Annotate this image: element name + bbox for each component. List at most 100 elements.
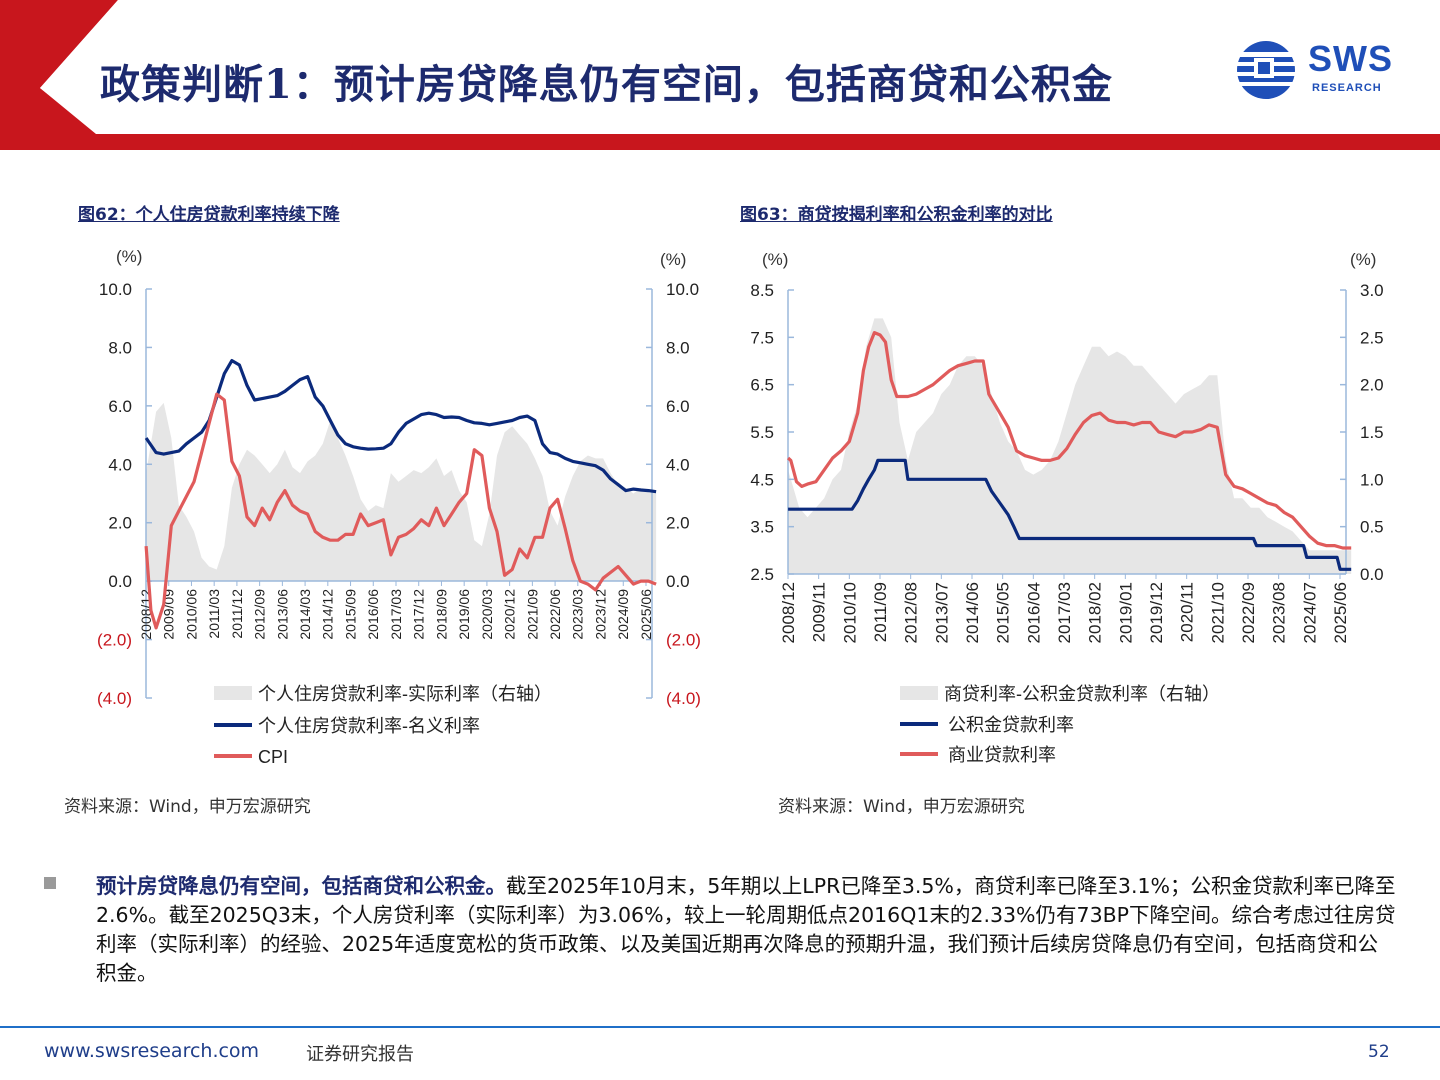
x-tick-label: 2015/09 — [342, 589, 358, 640]
x-tick-label: 2018/02 — [1086, 582, 1105, 643]
right-tick-label: 1.5 — [1360, 423, 1384, 442]
left-tick-label: 6.5 — [750, 376, 774, 395]
chart62-area-layer — [146, 402, 657, 582]
x-tick-label: 2019/01 — [1116, 582, 1135, 643]
page-number: 52 — [1368, 1042, 1390, 1062]
header-red-band — [0, 0, 1440, 150]
x-tick-label: 2017/12 — [411, 589, 427, 640]
left-tick-label: 4.5 — [750, 470, 774, 489]
x-tick-label: 2025/06 — [638, 589, 654, 640]
x-tick-label: 2023/08 — [1270, 582, 1289, 643]
legend62-label-cpi: CPI — [258, 747, 288, 767]
body-text: 截至2025年10月末，5年期以上LPR已降至3.5%，商贷利率已降至3.1%；… — [96, 874, 1396, 985]
x-tick-label: 2024/07 — [1300, 582, 1319, 643]
x-tick-label: 2011/03 — [206, 589, 222, 639]
x-tick-label: 2017/03 — [388, 589, 404, 640]
left-tick-label: 3.5 — [750, 518, 774, 537]
right-tick-label: 4.0 — [666, 455, 690, 474]
x-tick-label: 2014/03 — [297, 589, 313, 640]
header-banner — [0, 0, 1440, 150]
chart63-lines-layer — [787, 331, 1352, 571]
right-tick-label: 2.0 — [1360, 376, 1384, 395]
right-tick-label: 6.0 — [666, 397, 690, 416]
legend62-label-nominal: 个人住房贷款利率-名义利率 — [258, 716, 480, 736]
x-tick-label: 2025/06 — [1331, 582, 1350, 643]
chart63-source: 资料来源：Wind，申万宏源研究 — [778, 797, 1025, 817]
series-line-2 — [144, 392, 657, 630]
right-tick-label: (4.0) — [666, 689, 701, 708]
x-tick-label: 2016/06 — [365, 589, 381, 640]
right-tick-label: 8.0 — [666, 338, 690, 357]
right-tick-label: 2.5 — [1360, 328, 1384, 347]
x-tick-label: 2014/12 — [320, 589, 336, 640]
right-tick-label: 3.0 — [1360, 281, 1384, 300]
header-white-panel — [40, 0, 1440, 132]
chart62-left-unit: (%) — [116, 247, 142, 266]
x-tick-label: 2012/08 — [902, 582, 921, 643]
chart62-lines-layer — [144, 359, 657, 630]
footer-url[interactable]: www.swsresearch.com — [44, 1040, 260, 1062]
x-tick-label: 2020/03 — [479, 589, 495, 640]
chart63-right-unit: (%) — [1350, 250, 1376, 269]
chart62: (%) (%) 10.0 8.0 6.0 4.0 2.0 0.0 (2.0) (4.0) 10.… — [97, 247, 701, 767]
left-tick-label: (4.0) — [97, 689, 132, 708]
series-area-0 — [146, 402, 657, 582]
logo-subtitle: RESEARCH — [1312, 82, 1382, 94]
x-tick-label: 2019/12 — [1147, 582, 1166, 643]
legend62-label-area: 个人住房贷款利率-实际利率（右轴） — [258, 684, 552, 704]
chart63-title: 图63：商贷按揭利率和公积金利率的对比 — [740, 205, 1053, 225]
x-tick-label: 2021/09 — [524, 589, 540, 640]
x-tick-label: 2022/09 — [1239, 582, 1258, 643]
left-tick-label: 2.5 — [750, 565, 774, 584]
left-tick-label: (2.0) — [97, 631, 132, 650]
x-tick-label: 2018/09 — [433, 589, 449, 640]
x-tick-label: 2023/12 — [592, 589, 608, 640]
left-tick-label: 2.0 — [108, 514, 132, 533]
left-tick-label: 8.5 — [750, 281, 774, 300]
body-paragraph: 预计房贷降息仍有空间，包括商贷和公积金。截至2025年10月末，5年期以上LPR… — [96, 872, 1396, 988]
left-tick-label: 5.5 — [750, 423, 774, 442]
x-tick-label: 2008/12 — [779, 582, 798, 643]
footer-rule — [0, 1026, 1440, 1028]
chart63-legend: 商贷利率-公积金贷款利率（右轴） 公积金贷款利率 商业贷款利率 — [900, 684, 1220, 765]
right-tick-label: 10.0 — [666, 280, 699, 299]
x-tick-label: 2021/10 — [1208, 582, 1227, 643]
body-lead: 预计房贷降息仍有空间，包括商贷和公积金。 — [96, 874, 506, 898]
legend62-swatch-area — [214, 686, 252, 700]
chart62-right-unit: (%) — [660, 250, 686, 269]
page-title: 政策判断1：预计房贷降息仍有空间，包括商贷和公积金 — [100, 61, 1113, 108]
left-tick-label: 6.0 — [108, 397, 132, 416]
footer-doc-type: 证券研究报告 — [306, 1044, 414, 1065]
left-tick-label: 4.0 — [108, 455, 132, 474]
x-tick-label: 2022/06 — [547, 589, 563, 640]
legend63-label-area: 商贷利率-公积金贷款利率（右轴） — [944, 684, 1220, 704]
legend63-swatch-area — [900, 686, 938, 700]
x-tick-label: 2010/06 — [183, 589, 199, 640]
globe-icon — [1236, 41, 1296, 99]
x-tick-label: 2014/06 — [963, 582, 982, 643]
x-tick-label: 2016/04 — [1024, 582, 1043, 643]
right-tick-label: (2.0) — [666, 631, 701, 650]
chart63-left-unit: (%) — [762, 250, 788, 269]
series-line-2 — [787, 331, 1352, 550]
left-tick-label: 10.0 — [99, 280, 132, 299]
x-tick-label: 2020/11 — [1178, 582, 1197, 642]
legend63-label-fund: 公积金贷款利率 — [948, 715, 1074, 735]
x-tick-label: 2024/09 — [615, 589, 631, 640]
right-tick-label: 0.0 — [666, 572, 690, 591]
x-tick-label: 2013/07 — [932, 582, 951, 643]
x-tick-label: 2010/10 — [840, 582, 859, 643]
left-tick-label: 0.0 — [108, 572, 132, 591]
legend63-label-commercial: 商业贷款利率 — [948, 745, 1056, 765]
right-tick-label: 0.0 — [1360, 565, 1384, 584]
chart62-source: 资料来源：Wind，申万宏源研究 — [64, 797, 311, 817]
sws-logo: SWS RESEARCH — [1232, 38, 1412, 102]
series-line-1 — [788, 458, 1352, 571]
logo-wordmark: SWS — [1308, 38, 1394, 79]
x-tick-label: 2011/09 — [871, 582, 890, 642]
chart63-axes: 8.5 7.5 6.5 5.5 4.5 3.5 2.5 3.0 2.5 2.0 1.5 1.0 0.5 0… — [750, 281, 1383, 643]
left-tick-label: 8.0 — [108, 338, 132, 357]
chart63: (%) (%) 8.5 7.5 6.5 5.5 4.5 3.5 2.5 3.0 2.5 2.0 1.… — [750, 250, 1383, 765]
x-tick-label: 2019/06 — [456, 589, 472, 640]
chart62-legend: 个人住房贷款利率-实际利率（右轴） 个人住房贷款利率-名义利率 CPI — [214, 684, 552, 767]
